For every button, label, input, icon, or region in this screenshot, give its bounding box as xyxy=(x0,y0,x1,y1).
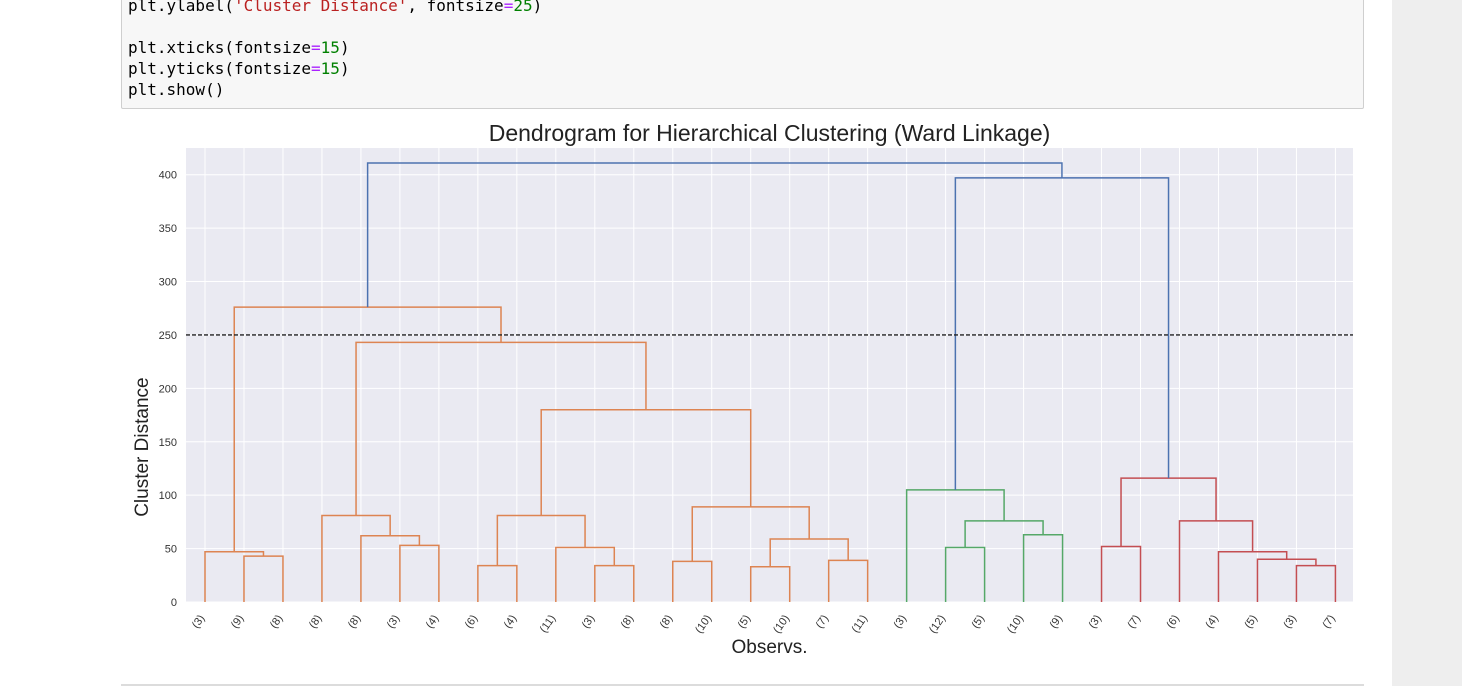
dendrogram-link xyxy=(1217,551,1288,602)
code-token: plt.yticks(fontsize xyxy=(128,59,312,78)
x-axis-label: Observs. xyxy=(731,637,807,658)
chart-title: Dendrogram for Hierarchical Clustering (… xyxy=(489,120,1051,146)
dendrogram-link xyxy=(496,514,586,566)
x-tick-label: (5) xyxy=(1242,613,1260,631)
dendrogram-link xyxy=(355,341,647,516)
y-tick-label: 0 xyxy=(171,597,177,609)
dendrogram-link xyxy=(944,546,986,602)
x-tick-label: (3) xyxy=(892,613,910,631)
code-token: plt.ylabel( xyxy=(128,0,234,15)
x-tick-label: (10) xyxy=(1005,613,1026,636)
dendrogram-link xyxy=(954,177,1170,490)
code-token: plt.xticks(fontsize xyxy=(128,38,312,57)
x-tick-label: (3) xyxy=(190,613,208,631)
code-token: 25 xyxy=(513,0,533,15)
x-tick-label: (12) xyxy=(927,613,948,636)
x-tick-label: (6) xyxy=(463,613,481,631)
x-tick-label: (3) xyxy=(1281,613,1299,631)
x-tick-label: (7) xyxy=(814,613,832,631)
dendrogram-link xyxy=(827,559,869,602)
dendrogram-link xyxy=(1100,545,1142,602)
code-cell[interactable]: plt.ylabel('Cluster Distance', fontsize=… xyxy=(121,0,1364,109)
dendrogram-link xyxy=(540,408,752,516)
x-tick-label: (5) xyxy=(970,613,988,631)
plot-area xyxy=(186,148,1353,602)
y-tick-label: 50 xyxy=(165,544,177,556)
x-tick-label: (3) xyxy=(580,613,598,631)
x-tick-label: (3) xyxy=(1086,613,1104,631)
code-token: ) xyxy=(532,0,543,15)
y-tick-label: 400 xyxy=(159,170,177,182)
dendrogram-link xyxy=(555,546,616,602)
y-tick-label: 300 xyxy=(159,277,177,289)
x-tick-label: (8) xyxy=(307,613,325,631)
y-tick-label: 350 xyxy=(159,223,177,235)
next-cell-border xyxy=(121,684,1364,686)
x-tick-label: (8) xyxy=(658,613,676,631)
x-tick-label: (9) xyxy=(229,613,247,631)
x-tick-label: (9) xyxy=(1047,613,1065,631)
x-tick-label: (4) xyxy=(424,613,442,631)
code-text[interactable]: plt.ylabel('Cluster Distance', fontsize=… xyxy=(128,0,542,100)
dendrogram-link xyxy=(1120,477,1217,547)
dendrogram-link xyxy=(1256,558,1317,602)
dendrogram-links xyxy=(204,162,1337,602)
code-token: plt.show() xyxy=(128,80,225,99)
dendrogram-link xyxy=(366,162,1063,308)
y-tick-label: 200 xyxy=(159,383,177,395)
dendrogram-chart: 0 50 100 150 200 250 300 350 400 (3) (9) (8) (8) (8)… xyxy=(132,120,1353,658)
x-tick-label: (10) xyxy=(771,613,792,636)
code-token: , fontsize xyxy=(407,0,504,15)
code-token: ) xyxy=(339,59,350,78)
x-tick-label: (6) xyxy=(1164,613,1182,631)
dendrogram-link xyxy=(399,544,440,602)
x-tick-label: (11) xyxy=(850,613,871,635)
x-tick-label: (7) xyxy=(1320,613,1338,631)
y-tick-label: 150 xyxy=(159,437,177,449)
dendrogram-link xyxy=(321,514,391,602)
code-token: 15 xyxy=(320,59,340,78)
x-tick-label: (7) xyxy=(1125,613,1143,631)
code-token: = xyxy=(311,59,321,78)
x-tick-label: (11) xyxy=(538,613,559,635)
y-tick-labels: 0 50 100 150 200 250 300 350 400 xyxy=(159,170,177,609)
x-tick-label: (8) xyxy=(619,613,637,631)
x-tick-label: (8) xyxy=(268,613,286,631)
code-token: = xyxy=(503,0,514,15)
code-token: ) xyxy=(339,38,350,57)
x-tick-label: (5) xyxy=(736,613,754,631)
x-tick-label: (3) xyxy=(385,613,403,631)
dendrogram-link xyxy=(204,551,265,602)
y-tick-label: 250 xyxy=(159,330,177,342)
y-tick-label: 100 xyxy=(159,490,177,502)
code-token: 'Cluster Distance' xyxy=(233,0,408,15)
x-tick-label: (8) xyxy=(346,613,364,631)
x-tick-label: (4) xyxy=(502,613,520,631)
x-tick-labels: (3) (9) (8) (8) (8) (3) (4) (6) (4) (11) (3) (8) (8)… xyxy=(190,613,1338,636)
x-tick-label: (10) xyxy=(693,613,714,636)
code-token: = xyxy=(311,38,321,57)
y-axis-label: Cluster Distance xyxy=(132,377,153,516)
dendrogram-link xyxy=(243,555,284,602)
scroll-gutter xyxy=(1392,0,1462,686)
code-token: 15 xyxy=(320,38,340,57)
x-tick-label: (4) xyxy=(1203,613,1221,631)
